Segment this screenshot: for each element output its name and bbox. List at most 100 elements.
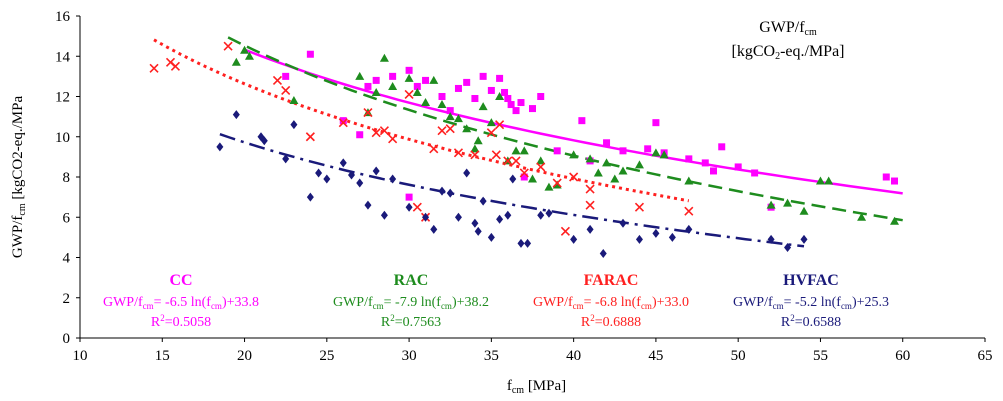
- data-point-rac: [634, 160, 644, 169]
- data-point-cc: [512, 107, 520, 115]
- legend-r2-hvfac: R2=0.6588: [781, 313, 841, 330]
- data-point-farac: [634, 202, 645, 212]
- data-point-hvfac: [524, 238, 532, 248]
- data-point-rac: [544, 182, 554, 191]
- legend-name-rac: RAC: [394, 272, 429, 289]
- data-point-cc: [282, 72, 290, 80]
- x-tick-label: 20: [237, 348, 252, 364]
- data-point-rac: [519, 146, 529, 155]
- data-point-cc: [517, 99, 525, 107]
- y-tick-label: 4: [63, 251, 71, 267]
- data-point-cc: [446, 107, 454, 115]
- y-tick-label: 16: [55, 9, 71, 25]
- data-point-rac: [388, 81, 398, 90]
- data-point-hvfac: [323, 174, 331, 184]
- data-point-cc: [306, 50, 314, 58]
- data-point-cc: [501, 88, 509, 96]
- data-point-farac: [429, 144, 439, 154]
- data-point-farac: [684, 206, 694, 216]
- legend-r2-farac: R2=0.6888: [581, 313, 641, 330]
- data-point-rac: [815, 176, 825, 185]
- x-tick-label: 55: [813, 348, 828, 364]
- data-point-cc: [520, 173, 528, 181]
- data-point-farac: [305, 132, 315, 142]
- x-tick-label: 35: [484, 348, 499, 364]
- data-point-cc: [454, 84, 462, 92]
- data-point-farac: [170, 61, 181, 71]
- data-point-hvfac: [474, 226, 482, 236]
- x-axis-label: fcm [MPa]: [507, 378, 566, 396]
- x-tick-label: 65: [978, 348, 993, 364]
- data-point-cc: [479, 72, 487, 80]
- data-point-hvfac: [290, 120, 298, 130]
- data-point-hvfac: [479, 196, 487, 206]
- data-point-cc: [685, 155, 693, 163]
- y-axis-label: GWP/fcm [kgCO2-eq./MPa: [10, 96, 28, 259]
- data-point-cc: [718, 143, 726, 151]
- data-point-farac: [404, 89, 414, 100]
- legend-name-cc: CC: [169, 272, 192, 289]
- data-point-rac: [618, 166, 628, 175]
- data-point-rac: [445, 112, 455, 121]
- data-point-rac: [528, 174, 537, 183]
- data-point-farac: [585, 184, 595, 194]
- data-point-farac: [453, 148, 464, 158]
- legend-name-hvfac: HVFAC: [783, 272, 839, 289]
- data-point-rac: [486, 118, 496, 127]
- data-point-hvfac: [619, 218, 627, 228]
- data-point-hvfac: [405, 202, 413, 212]
- data-point-rac: [470, 144, 480, 153]
- data-point-rac: [462, 124, 472, 133]
- data-point-cc: [438, 93, 446, 100]
- data-point-farac: [470, 150, 480, 160]
- data-point-rac: [379, 53, 389, 62]
- x-tick-label: 25: [319, 348, 334, 364]
- data-point-hvfac: [800, 234, 808, 244]
- data-point-hvfac: [509, 174, 517, 184]
- data-point-rac: [429, 75, 439, 84]
- data-point-cc: [504, 95, 512, 103]
- x-tick-label: 30: [402, 348, 417, 364]
- data-point-hvfac: [306, 192, 314, 202]
- trendline-farac: [153, 38, 690, 203]
- data-point-hvfac: [446, 188, 454, 198]
- data-point-rac: [511, 146, 521, 155]
- data-point-rac: [552, 180, 562, 189]
- data-point-hvfac: [389, 174, 397, 184]
- data-point-hvfac: [599, 248, 607, 258]
- data-point-farac: [486, 128, 496, 138]
- x-tick-label: 40: [566, 348, 581, 364]
- legend-equation-farac: GWP/fcm= -6.8 ln(fcm)+33.0: [533, 295, 689, 311]
- data-point-rac: [371, 87, 381, 96]
- data-point-rac: [602, 158, 612, 167]
- data-point-hvfac: [504, 210, 512, 220]
- data-point-rac: [585, 154, 595, 163]
- data-point-rac: [495, 92, 505, 100]
- x-tick-label: 50: [731, 348, 746, 364]
- data-point-cc: [734, 163, 742, 171]
- data-point-farac: [437, 126, 447, 136]
- data-point-farac: [569, 172, 579, 182]
- data-point-cc: [701, 159, 709, 167]
- data-point-rac: [659, 150, 669, 159]
- legend-name-farac: FARAC: [584, 272, 639, 289]
- data-point-cc: [710, 167, 717, 175]
- data-point-hvfac: [517, 238, 525, 248]
- data-point-rac: [437, 100, 447, 109]
- data-point-hvfac: [260, 136, 268, 146]
- data-point-cc: [389, 72, 397, 80]
- data-point-cc: [471, 95, 479, 103]
- data-point-farac: [445, 124, 455, 134]
- data-point-cc: [882, 173, 890, 181]
- legend-r2-rac: R2=0.7563: [381, 313, 441, 330]
- data-point-hvfac: [784, 242, 792, 252]
- data-point-rac: [593, 168, 603, 177]
- data-point-rac: [766, 200, 776, 209]
- data-point-cc: [487, 86, 495, 94]
- data-point-hvfac: [570, 234, 578, 244]
- y-tick-label: 0: [63, 331, 71, 347]
- data-point-rac: [569, 150, 579, 159]
- data-point-cc: [356, 131, 364, 139]
